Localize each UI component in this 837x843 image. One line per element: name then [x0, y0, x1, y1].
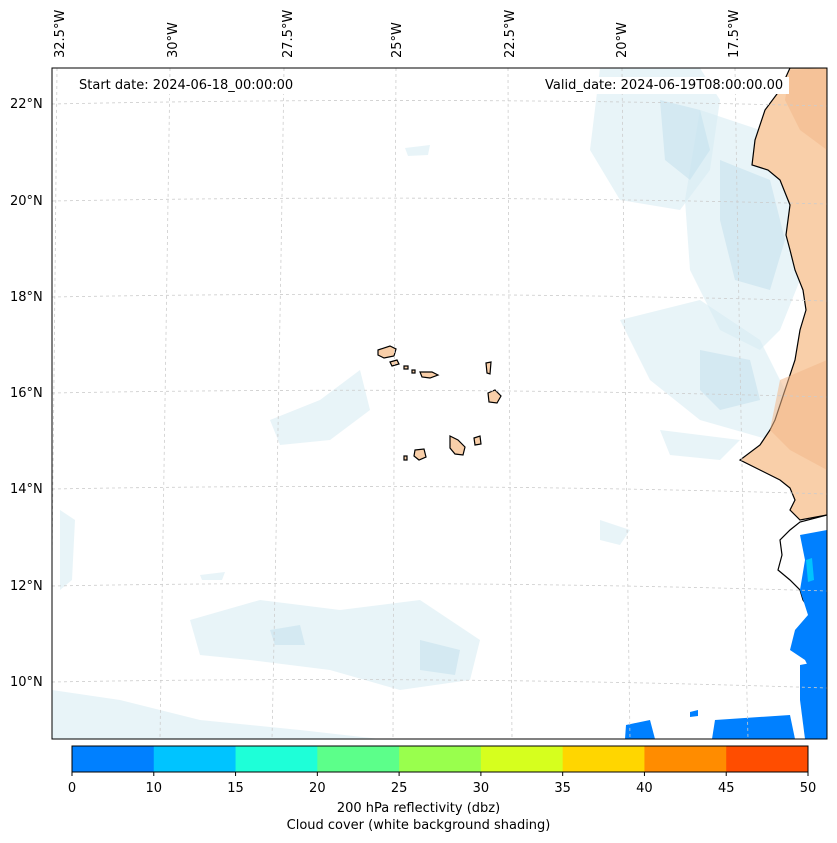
gridlines: [52, 68, 827, 739]
map-frame: [51, 67, 828, 740]
colorbar-segment: [399, 746, 482, 772]
colorbar-tick-label: 45: [717, 781, 735, 796]
colorbar-segment: [235, 746, 318, 772]
colorbar-tick-label: 40: [636, 781, 653, 796]
colorbar-tick-label: 20: [309, 781, 326, 796]
colorbar-tick-label: 30: [472, 781, 490, 796]
colorbar-frame: [71, 745, 809, 773]
colorbar-segment: [726, 746, 809, 772]
lat-label: 22°N: [10, 97, 43, 112]
colorbar-tick-label: 10: [145, 781, 163, 796]
colorbar-segment: [644, 746, 727, 772]
colorbar: [72, 746, 809, 772]
lon-label: 27.5°W: [281, 9, 296, 58]
colorbar-title: 200 hPa reflectivity (dbz): [336, 801, 501, 816]
colorbar-segment: [72, 746, 155, 772]
lon-label: 25°W: [390, 22, 405, 58]
lon-label: 32.5°W: [53, 9, 68, 58]
lat-label: 12°N: [10, 579, 43, 594]
valid-date-label: Valid_date: 2024-06-19T08:00:00.00: [539, 77, 790, 94]
colorbar-segment: [317, 746, 400, 772]
colorbar-tick-label: 0: [67, 781, 77, 796]
lon-label: 22.5°W: [503, 9, 518, 58]
colorbar-ticks: [71, 772, 809, 776]
lat-label: 14°N: [10, 482, 43, 497]
reflectivity-shading: [625, 530, 827, 739]
cape-verde-islands: [377, 345, 502, 461]
lat-label: 20°N: [10, 194, 43, 209]
lat-label: 16°N: [10, 386, 43, 401]
colorbar-segment: [480, 746, 564, 772]
start-date-label: Start date: 2024-06-18_00:00:00: [73, 77, 300, 94]
colorbar-segment: [562, 746, 645, 772]
land-africa-tint: [770, 68, 827, 470]
lat-label: 18°N: [10, 290, 43, 305]
colorbar-tick-label: 15: [227, 781, 244, 796]
lat-label: 10°N: [10, 675, 43, 690]
cloud-cover-shading-dense: [270, 100, 785, 675]
colorbar-tick-label: 35: [554, 781, 571, 796]
colorbar-tick-label: 50: [799, 781, 817, 796]
lon-label: 30°W: [166, 22, 181, 58]
lon-label: 17.5°W: [727, 9, 742, 58]
colorbar-segment: [153, 746, 237, 772]
lon-label: 20°W: [615, 22, 630, 58]
reflectivity-shading-light: [806, 558, 814, 582]
colorbar-subtitle: Cloud cover (white background shading): [286, 818, 551, 833]
colorbar-tick-label: 25: [390, 781, 408, 796]
